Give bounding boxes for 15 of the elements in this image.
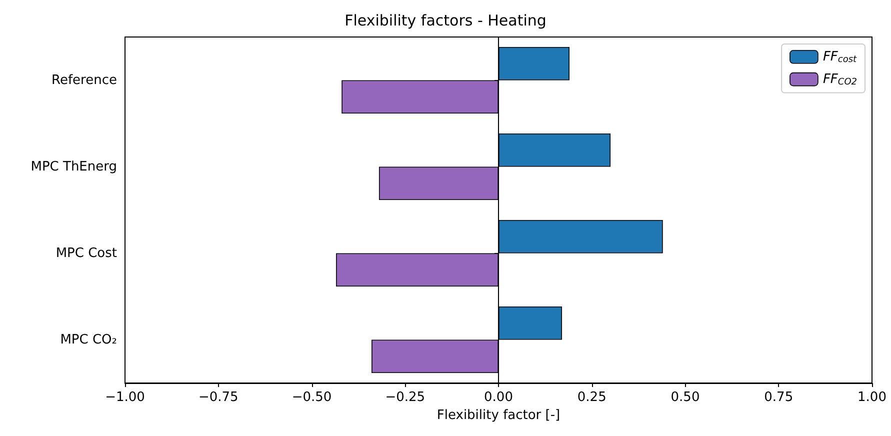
x-tick-label: 0.75 [764, 390, 794, 405]
y-tick-label: MPC ThEnerg [30, 159, 117, 174]
y-tick-label: MPC CO₂ [60, 332, 117, 348]
x-tick-label: 1.00 [858, 390, 886, 405]
x-tick-label: −0.75 [198, 390, 238, 405]
x-axis-title: Flexibility factor [-] [436, 408, 560, 423]
x-tick-label: 0.00 [484, 390, 513, 405]
x-tick-label: −0.50 [292, 390, 332, 405]
x-tick-label: 0.50 [670, 390, 700, 405]
x-tick-label: −0.25 [385, 390, 426, 405]
x-tick-label: −1.00 [105, 390, 145, 405]
chart-title: Flexibility factors - Heating [344, 12, 546, 30]
y-tick-label: Reference [52, 72, 117, 88]
x-tick-label: 0.25 [577, 390, 606, 405]
y-tick-label: MPC Cost [56, 246, 117, 261]
